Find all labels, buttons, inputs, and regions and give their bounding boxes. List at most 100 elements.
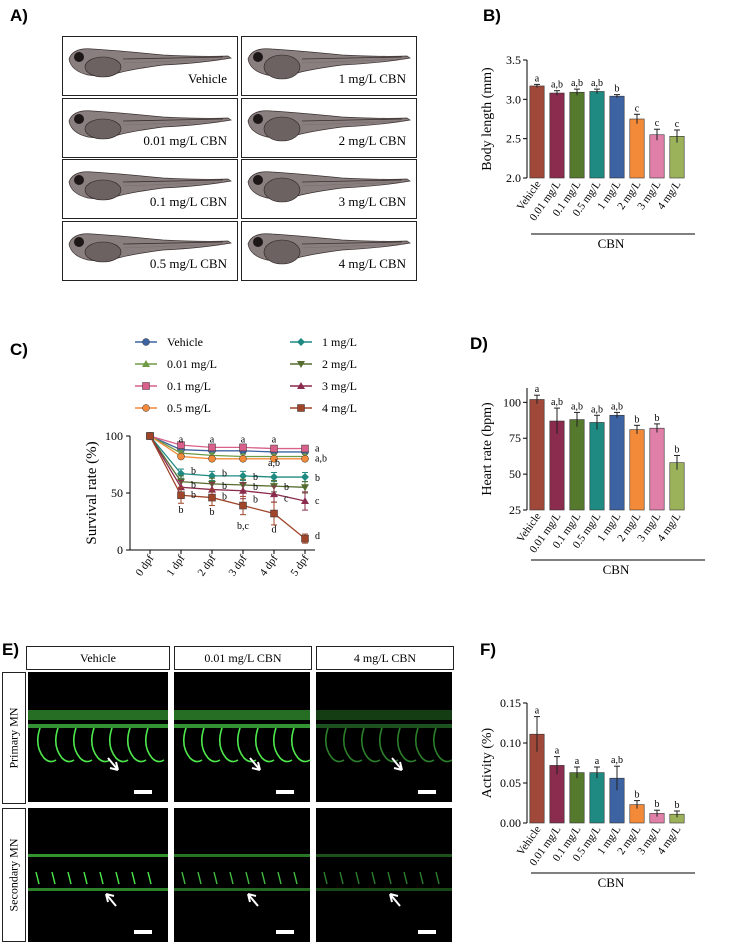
x-axis-label: CBN (598, 875, 625, 890)
marker (270, 490, 278, 498)
chart-survival-rate: Vehicle 0.01 mg/L 0.1 mg/L 0.5 mg/L 1 mg/L 2 … (84, 335, 357, 579)
legend-label: 0.1 mg/L (167, 379, 211, 393)
y-axis-label: Activity (%) (480, 727, 495, 798)
y-tick-label: 0.00 (500, 816, 521, 830)
significance-letter: a (535, 73, 540, 84)
fish-image-label: 2 mg/L CBN (338, 133, 406, 148)
marker (177, 483, 185, 491)
significance-letter: a (272, 434, 277, 445)
legend-label: 4 mg/L (322, 401, 357, 415)
fish-image-1: 1 mg/L CBN (241, 36, 417, 96)
marker (208, 455, 216, 463)
y-tick-label: 0 (117, 543, 123, 557)
fish-image-label: 1 mg/L CBN (338, 71, 406, 86)
mn-image-0-1 (174, 672, 311, 802)
bar (549, 420, 565, 511)
marker (301, 484, 309, 492)
legend-item: 2 mg/L (290, 357, 357, 371)
marker (239, 486, 247, 494)
legend-label: 3 mg/L (322, 379, 357, 393)
fish-image-6: 0.5 mg/L CBN (62, 221, 238, 281)
significance-letter: b (179, 505, 184, 516)
significance-letter: b (210, 507, 215, 518)
zebrafish-larva (247, 233, 411, 265)
significance-letter: c (675, 119, 680, 130)
marker (297, 338, 305, 346)
series-line (149, 435, 305, 478)
significance-letter: a (535, 384, 540, 395)
x-tick-label: 4 dpf (257, 553, 280, 579)
fish-image-5: 3 mg/L CBN (241, 159, 417, 219)
significance-letter: b (675, 800, 680, 811)
series-line (149, 435, 305, 453)
significance-letter: c (635, 103, 640, 114)
legend-item: 0.01 mg/L (135, 357, 217, 371)
y-axis-label: Survival rate (%) (84, 441, 100, 544)
fish-image-4: 0.1 mg/L CBN (62, 159, 238, 219)
mn-image-0-2 (316, 672, 453, 802)
bar (569, 91, 585, 179)
y-tick-label: 75 (509, 431, 521, 445)
significance-letter: b (222, 481, 227, 492)
significance-letter: a (575, 756, 580, 767)
series-line (149, 435, 306, 540)
significance-letter: b (655, 799, 660, 810)
significance-letter: a,b (571, 78, 583, 89)
marker (208, 443, 216, 452)
significance-letter: a,b (571, 401, 583, 412)
marker (142, 360, 150, 367)
significance-letter: b (635, 790, 640, 801)
marker (177, 452, 185, 461)
zebrafish-larva (68, 48, 232, 78)
significance-letter: b,c (237, 521, 250, 532)
marker (297, 361, 305, 368)
legend-item: 0.1 mg/L (135, 379, 211, 393)
x-tick-label: 1 dpf (164, 553, 187, 579)
y-tick-label: 2.5 (506, 132, 521, 146)
significance-letter: a,b (315, 454, 327, 465)
y-tick-label: 0.10 (500, 736, 521, 750)
marker (301, 534, 309, 543)
significance-letter: a,b (591, 78, 603, 89)
marker (297, 404, 305, 412)
legend-label: 0.5 mg/L (167, 401, 211, 415)
series-line (149, 435, 305, 458)
significance-letter: a (315, 443, 320, 454)
significance-letter: a (555, 746, 560, 757)
significance-letter: a (179, 434, 184, 445)
marker (142, 338, 150, 346)
panel-label-e: E) (2, 640, 19, 659)
significance-letter: b (253, 482, 258, 493)
x-tick-label: 2 dpf (195, 553, 218, 579)
significance-letter: b (191, 466, 196, 477)
significance-letter: b (315, 473, 320, 484)
significance-letter: c (655, 118, 660, 129)
legend-label: 1 mg/L (322, 335, 357, 349)
marker (146, 432, 154, 440)
significance-letter: b (655, 413, 660, 424)
significance-letter: b (284, 482, 289, 493)
bar (589, 91, 605, 179)
significance-letter: c (284, 494, 289, 505)
y-tick-label: 0.15 (500, 696, 521, 710)
mn-header-vehicle: Vehicle (26, 646, 170, 670)
legend-item: 0.5 mg/L (135, 401, 211, 415)
y-tick-label: 2.0 (506, 171, 521, 185)
legend-item: 3 mg/L (290, 379, 357, 393)
bar (609, 95, 625, 179)
marker (270, 455, 278, 463)
marker (239, 455, 247, 463)
mn-header-4: 4 mg/L CBN (316, 646, 454, 670)
zebrafish-larva (247, 110, 411, 142)
marker (270, 509, 278, 518)
significance-letter: b (222, 468, 227, 479)
significance-letter: b (222, 491, 227, 502)
fish-image-label: 4 mg/L CBN (338, 256, 406, 271)
legend-label: 2 mg/L (322, 357, 357, 371)
mn-row-label-secondary: Secondary MN (2, 808, 26, 942)
mn-image-1-2 (316, 808, 452, 942)
bar (629, 429, 645, 511)
significance-letter: a,b (591, 404, 603, 415)
mn-image-1-1 (174, 808, 310, 942)
